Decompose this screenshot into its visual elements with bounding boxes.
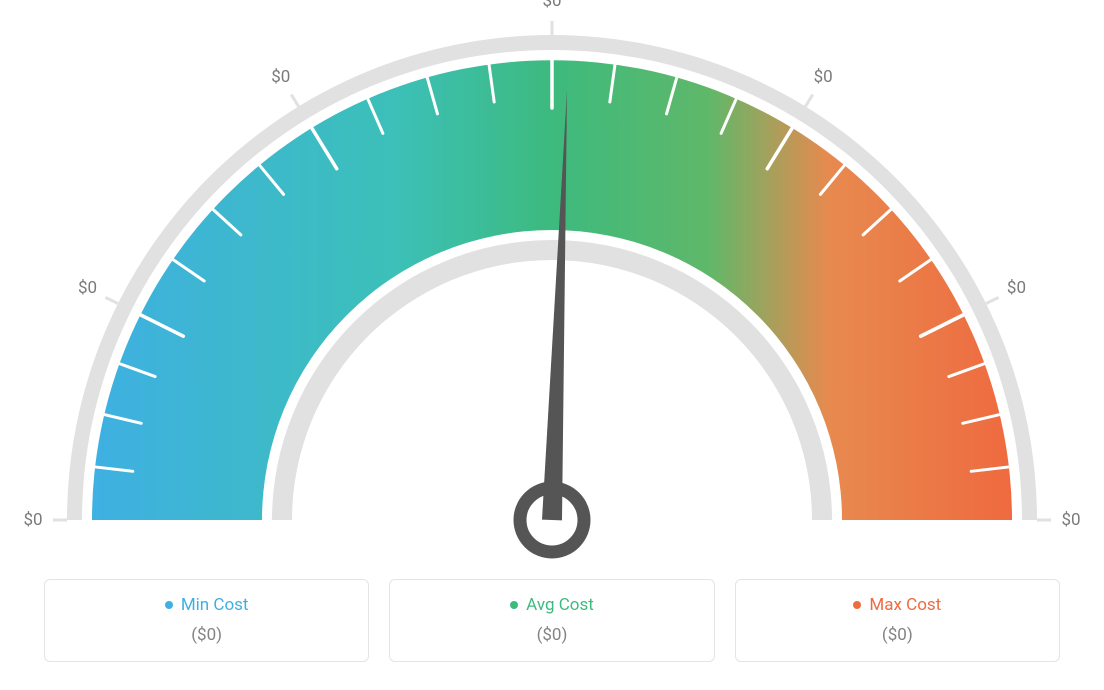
legend-label-avg: Avg Cost — [526, 595, 594, 615]
legend-dot-avg — [510, 601, 518, 609]
legend-dot-max — [853, 601, 861, 609]
legend-label-min: Min Cost — [181, 595, 249, 615]
legend-card-min: Min Cost ($0) — [44, 579, 369, 662]
gauge-tick-label: $0 — [1007, 278, 1026, 298]
legend-card-max: Max Cost ($0) — [735, 579, 1060, 662]
legend-card-avg: Avg Cost ($0) — [389, 579, 714, 662]
legend-row: Min Cost ($0) Avg Cost ($0) Max Cost ($0… — [44, 579, 1060, 662]
gauge-svg — [0, 0, 1104, 560]
legend-value-avg: ($0) — [400, 625, 703, 645]
gauge-tick-label: $0 — [23, 510, 42, 530]
gauge-tick-label: $0 — [542, 0, 561, 11]
legend-value-min: ($0) — [55, 625, 358, 645]
gauge-tick-label: $0 — [78, 278, 97, 298]
gauge-tick-label: $0 — [1061, 510, 1080, 530]
legend-dot-min — [165, 601, 173, 609]
legend-title-max: Max Cost — [853, 595, 941, 615]
legend-label-max: Max Cost — [869, 595, 941, 615]
gauge-container: $0 $0 $0 $0 $0 $0 $0 — [0, 0, 1104, 560]
legend-value-max: ($0) — [746, 625, 1049, 645]
legend-title-min: Min Cost — [165, 595, 249, 615]
gauge-tick-label: $0 — [814, 67, 833, 87]
legend-title-avg: Avg Cost — [510, 595, 594, 615]
gauge-tick-label: $0 — [271, 67, 290, 87]
